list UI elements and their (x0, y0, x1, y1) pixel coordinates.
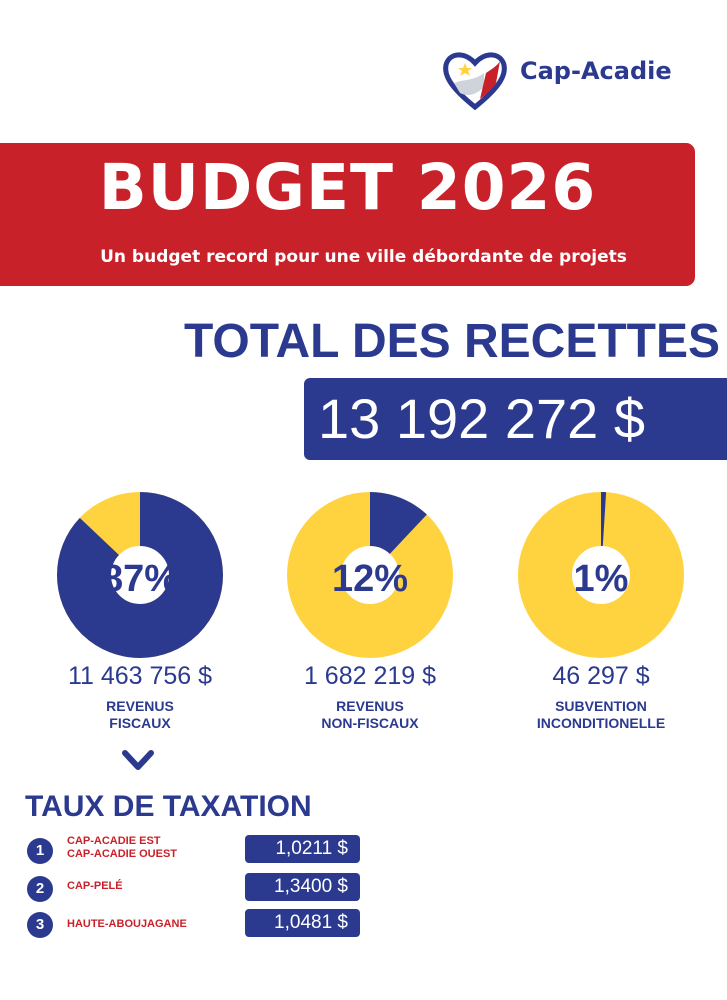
tax-row-name: HAUTE-ABOUJAGANE (67, 918, 247, 931)
tax-row: 1 CAP-ACADIE EST CAP-ACADIE OUEST 1,0211… (27, 835, 367, 867)
tax-rate-value: 1,0481 $ (274, 912, 348, 933)
total-title: TOTAL DES RECETTES (183, 315, 720, 368)
tax-rate-value: 1,3400 $ (274, 876, 348, 897)
tax-row-name-line1: HAUTE-ABOUJAGANE (67, 918, 187, 930)
logo-text: Cap-Acadie (520, 57, 672, 85)
tax-rate-box: 1,0481 $ (245, 909, 360, 937)
tax-row-name: CAP-PELÉ (67, 880, 247, 893)
donut-label: REVENUS FISCAUX (25, 698, 255, 732)
donut-chart-subvention: 1% 46 297 $ SUBVENTION INCONDITIONELLE (486, 490, 716, 740)
tax-rate-value: 1,0211 $ (275, 838, 348, 859)
tax-row-name-line1: CAP-ACADIE EST (67, 835, 161, 847)
total-amount: 13 192 272 $ (318, 387, 645, 450)
title-banner: BUDGET 2026 Un budget record pour une vi… (0, 143, 695, 286)
tax-row-number: 2 (27, 876, 53, 902)
total-amount-box: 13 192 272 $ (304, 378, 727, 460)
donut-amount: 11 463 756 $ (67, 662, 213, 690)
donut-label: SUBVENTION INCONDITIONELLE (486, 698, 716, 732)
donut-amount: 1 682 219 $ (303, 662, 437, 690)
donut-slice (287, 492, 453, 658)
tax-row: 2 CAP-PELÉ 1,3400 $ (27, 873, 367, 905)
donut-amount: 46 297 $ (552, 662, 650, 690)
tax-row-name-line1: CAP-PELÉ (67, 880, 123, 892)
chevron-down-icon (122, 750, 154, 776)
donut-label: REVENUS NON-FISCAUX (255, 698, 485, 732)
logo: Cap-Acadie (440, 45, 700, 115)
donut-label-line2: INCONDITIONELLE (536, 715, 666, 731)
donut-label-line2: NON-FISCAUX (321, 715, 419, 731)
tax-row-name-line2: CAP-ACADIE OUEST (67, 848, 178, 860)
donut-label-line1: SUBVENTION (555, 698, 647, 714)
tax-rate-box: 1,0211 $ (245, 835, 360, 863)
tax-rate-box: 1,3400 $ (245, 873, 360, 901)
donut-slice (518, 492, 684, 658)
donut-svg (57, 492, 223, 658)
donut-label-line2: FISCAUX (109, 715, 171, 731)
donut-chart-revenus-non-fiscaux: 12% 1 682 219 $ REVENUS NON-FISCAUX (255, 490, 485, 740)
donut-chart-revenus-fiscaux: 87% 11 463 756 $ REVENUS FISCAUX (25, 490, 255, 740)
tax-row-name: CAP-ACADIE EST CAP-ACADIE OUEST (67, 835, 247, 861)
donut-percent: 1% (573, 558, 629, 600)
donut-slice (57, 492, 223, 658)
page-subtitle: Un budget record pour une ville débordan… (100, 247, 627, 267)
tax-row-number: 3 (27, 912, 53, 938)
donut-percent: 87% (101, 558, 179, 600)
donut-svg (518, 492, 684, 658)
donut-label-line1: REVENUS (106, 698, 174, 714)
donut-svg (287, 492, 453, 658)
tax-row: 3 HAUTE-ABOUJAGANE 1,0481 $ (27, 909, 367, 941)
donut-percent: 12% (331, 558, 409, 600)
donut-label-line1: REVENUS (336, 698, 404, 714)
page-title: BUDGET 2026 (98, 151, 597, 224)
heart-flag-logo-icon (443, 52, 507, 111)
tax-section-title: TAUX DE TAXATION (25, 790, 312, 823)
tax-row-number: 1 (27, 838, 53, 864)
